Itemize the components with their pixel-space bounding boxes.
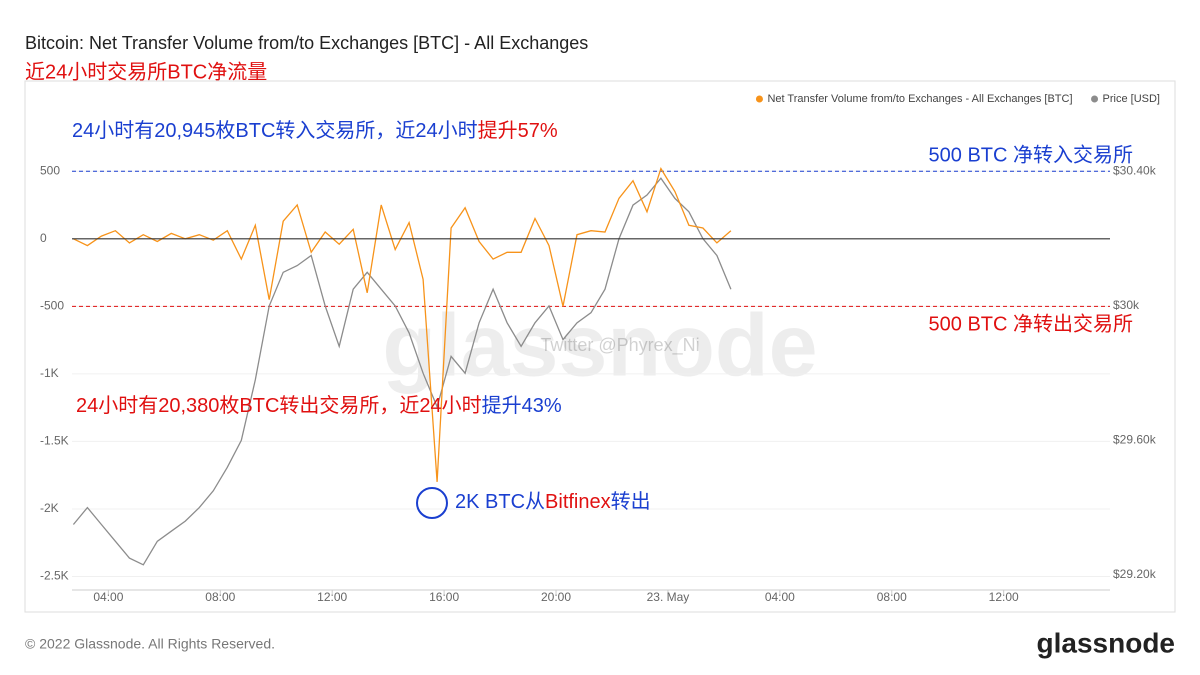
annotation-part: 24小时有20,945枚BTC转入交易所，近24小时 (72, 119, 478, 142)
x-tick-label: 08:00 (205, 590, 235, 604)
y2-tick-label: $29.20k (1113, 567, 1157, 581)
x-tick-label: 23. May (647, 590, 690, 604)
x-tick-label: 04:00 (93, 590, 123, 604)
copyright: © 2022 Glassnode. All Rights Reserved. (25, 636, 275, 652)
annotation: 2K BTC从Bitfinex转出 (455, 490, 651, 513)
y2-tick-label: $30.40k (1113, 164, 1157, 178)
y2-tick-label: $29.60k (1113, 433, 1157, 447)
x-tick-label: 12:00 (989, 590, 1019, 604)
annotation-part: 24小时有20,380枚BTC转出交易所，近24小时 (76, 394, 482, 417)
y-tick-label: 500 (40, 163, 60, 177)
annotation: 24小时有20,380枚BTC转出交易所，近24小时提升43% (76, 394, 562, 417)
annotation-part: 转出 (611, 490, 651, 513)
y-tick-label: -1K (40, 366, 59, 380)
legend-swatch (755, 95, 763, 103)
y-tick-label: -2K (40, 501, 59, 515)
x-tick-label: 20:00 (541, 590, 571, 604)
legend-label: Net Transfer Volume from/to Exchanges - … (767, 93, 1072, 105)
y-tick-label: -500 (40, 299, 64, 313)
legend-swatch (1091, 95, 1099, 103)
y2-tick-label: $30k (1113, 298, 1140, 312)
y-tick-label: 0 (40, 231, 47, 245)
chart-title: Bitcoin: Net Transfer Volume from/to Exc… (25, 33, 588, 53)
annotation-part: Bitfinex (545, 491, 611, 513)
x-tick-label: 04:00 (765, 590, 795, 604)
series-line (72, 177, 732, 566)
series-line (73, 167, 732, 482)
highlight-circle (416, 487, 448, 519)
annotation: 24小时有20,945枚BTC转入交易所，近24小时提升57% (72, 119, 558, 142)
y-tick-label: -2.5K (40, 569, 69, 583)
chart-frame (24, 80, 1176, 613)
reference-label: 500 BTC 净转入交易所 (929, 144, 1133, 167)
plot: 500 0 -500 -1K -1.5K -2K -2.5K $30.40k $30k $29.6… (40, 93, 1160, 604)
x-tick-label: 16:00 (429, 590, 459, 604)
annotation-part: 提升57% (478, 119, 558, 142)
credit: Twitter @Phyrex_Ni (540, 335, 699, 356)
annotation-part: 提升43% (482, 394, 562, 417)
annotation-part: 2K BTC从 (455, 491, 545, 513)
x-tick-label: 08:00 (877, 590, 907, 604)
reference-label: 500 BTC 净转出交易所 (929, 313, 1133, 336)
chart-subtitle: 近24小时交易所BTC净流量 (25, 60, 267, 83)
watermark: glassnode (382, 295, 817, 394)
logo: glassnode (1037, 627, 1175, 658)
legend-label: Price [USD] (1103, 93, 1160, 105)
x-tick-label: 12:00 (317, 590, 347, 604)
y-tick-label: -1.5K (40, 434, 69, 448)
